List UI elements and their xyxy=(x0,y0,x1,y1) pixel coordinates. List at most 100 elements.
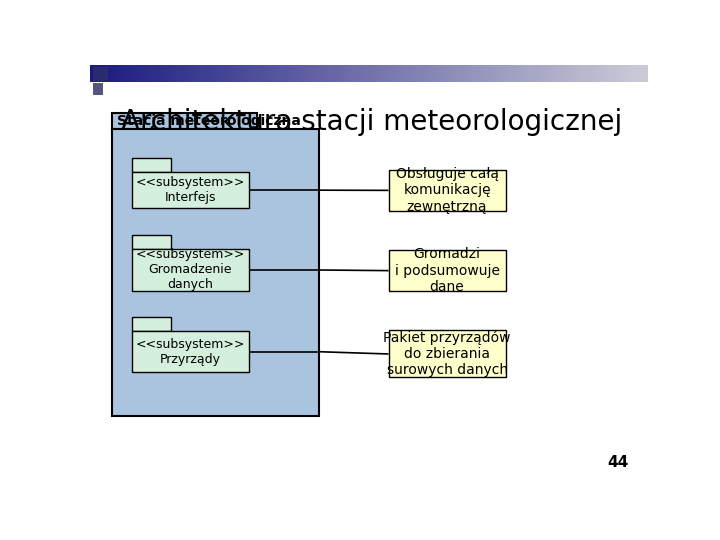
Bar xyxy=(536,65,539,82)
Bar xyxy=(243,65,246,82)
Bar xyxy=(472,65,475,82)
Bar xyxy=(132,317,171,331)
Bar xyxy=(419,65,422,82)
Text: Architektura stacji meteorologicznej: Architektura stacji meteorologicznej xyxy=(121,109,622,137)
Bar xyxy=(132,235,171,248)
Bar xyxy=(584,65,587,82)
Bar xyxy=(459,65,461,82)
Bar xyxy=(132,248,249,292)
Bar xyxy=(132,65,135,82)
Bar xyxy=(358,65,361,82)
Bar xyxy=(330,65,333,82)
Bar xyxy=(140,65,143,82)
Bar xyxy=(629,65,631,82)
Bar xyxy=(193,65,196,82)
Bar xyxy=(469,65,472,82)
Bar xyxy=(374,65,377,82)
Bar xyxy=(380,65,383,82)
Bar xyxy=(495,65,498,82)
Bar xyxy=(606,65,609,82)
Bar xyxy=(126,65,129,82)
Bar xyxy=(160,65,163,82)
Bar xyxy=(587,65,590,82)
Bar xyxy=(210,65,213,82)
Text: Pakiet przyrządów
do zbierania
surowych danych: Pakiet przyrządów do zbierania surowych … xyxy=(383,330,511,377)
Bar xyxy=(511,65,514,82)
Bar xyxy=(258,65,260,82)
Bar xyxy=(263,65,266,82)
Bar xyxy=(174,65,176,82)
Bar xyxy=(615,65,617,82)
Bar xyxy=(400,65,402,82)
Bar xyxy=(93,83,103,94)
Bar xyxy=(112,65,115,82)
Bar xyxy=(230,65,233,82)
Bar xyxy=(179,65,182,82)
Bar xyxy=(207,65,210,82)
Bar xyxy=(154,65,157,82)
Bar xyxy=(528,65,531,82)
Bar xyxy=(631,65,634,82)
Bar xyxy=(598,65,600,82)
Bar xyxy=(204,65,207,82)
Bar xyxy=(411,65,413,82)
Bar xyxy=(478,65,481,82)
Bar xyxy=(372,65,374,82)
Bar xyxy=(246,65,249,82)
Bar xyxy=(498,65,500,82)
Bar xyxy=(238,65,240,82)
Bar xyxy=(196,65,199,82)
Bar xyxy=(224,65,227,82)
Bar xyxy=(526,65,528,82)
Bar xyxy=(389,170,505,211)
Bar xyxy=(392,65,394,82)
Bar xyxy=(215,65,218,82)
Bar xyxy=(166,65,168,82)
Bar xyxy=(600,65,603,82)
Bar xyxy=(271,65,274,82)
Bar xyxy=(508,65,511,82)
Bar xyxy=(107,65,109,82)
Bar xyxy=(90,65,93,82)
Bar xyxy=(347,65,349,82)
Bar xyxy=(349,65,352,82)
Bar xyxy=(240,65,243,82)
Bar xyxy=(171,65,174,82)
Bar xyxy=(221,65,224,82)
Bar xyxy=(213,65,215,82)
Bar xyxy=(233,65,235,82)
Bar xyxy=(581,65,584,82)
Bar xyxy=(639,65,642,82)
Bar xyxy=(319,65,322,82)
Bar xyxy=(503,65,505,82)
Bar xyxy=(163,65,166,82)
Text: Obsługuje całą
komunikację
zewnętrzną: Obsługuje całą komunikację zewnętrzną xyxy=(395,167,499,214)
Bar xyxy=(112,113,258,129)
Text: Gromadzi
i podsumowuje
dane: Gromadzi i podsumowuje dane xyxy=(395,247,500,294)
Bar xyxy=(145,65,148,82)
Bar xyxy=(456,65,459,82)
Bar xyxy=(313,65,316,82)
Bar xyxy=(277,65,280,82)
Bar xyxy=(405,65,408,82)
Bar xyxy=(517,65,520,82)
Bar xyxy=(425,65,428,82)
Bar xyxy=(562,65,564,82)
Bar xyxy=(255,65,258,82)
Bar xyxy=(138,65,140,82)
Bar xyxy=(637,65,639,82)
Bar xyxy=(559,65,562,82)
Bar xyxy=(129,65,132,82)
Bar xyxy=(190,65,193,82)
Bar xyxy=(453,65,456,82)
Bar xyxy=(101,65,104,82)
Bar xyxy=(199,65,202,82)
Bar xyxy=(336,65,338,82)
Bar xyxy=(288,65,291,82)
Bar xyxy=(578,65,581,82)
Bar xyxy=(366,65,369,82)
Bar xyxy=(132,172,249,208)
Bar xyxy=(364,65,366,82)
Bar xyxy=(176,65,179,82)
Bar xyxy=(310,65,313,82)
